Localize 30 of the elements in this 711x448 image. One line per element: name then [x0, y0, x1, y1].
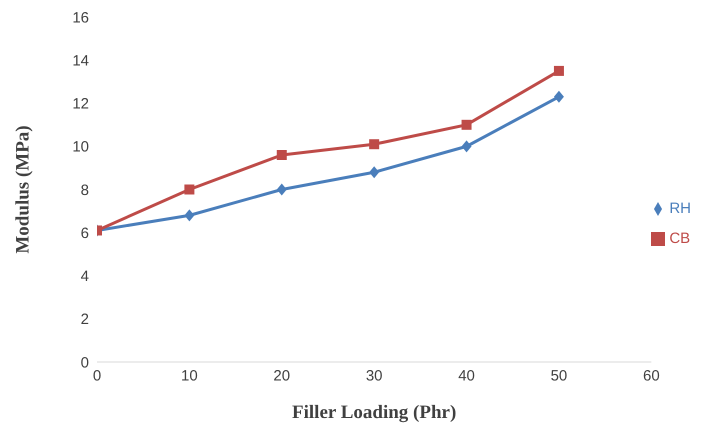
- y-tick-label: 0: [80, 354, 89, 372]
- y-tick-label: 8: [80, 182, 89, 199]
- point: [276, 150, 287, 160]
- x-tick-label: 40: [458, 368, 475, 385]
- point: [369, 166, 380, 178]
- point: [462, 120, 472, 130]
- point: [184, 184, 194, 194]
- point: [554, 90, 564, 103]
- y-tick-label: 2: [80, 311, 89, 328]
- x-tick-label: 10: [181, 368, 198, 385]
- y-tick-label: 4: [80, 268, 89, 286]
- point: [462, 140, 472, 152]
- x-tick-label: 0: [92, 368, 102, 385]
- point: [184, 209, 194, 222]
- x-tick-label: 50: [550, 368, 568, 385]
- x-tick-label: 20: [273, 368, 290, 385]
- y-tick-label: 16: [72, 9, 89, 26]
- y-tick-label: 12: [72, 96, 89, 113]
- point: [276, 184, 287, 196]
- y-tick-label: 10: [72, 138, 89, 156]
- x-axis-title: Filler Loading (Phr): [292, 402, 456, 423]
- point: [554, 66, 564, 76]
- x-tick-label: 60: [642, 368, 660, 385]
- x-tick-label: 30: [366, 368, 383, 385]
- point: [369, 139, 380, 150]
- legend-label: CB: [669, 230, 690, 247]
- y-tick-label: 14: [72, 52, 89, 70]
- y-axis-title: Modulus (MPa): [12, 125, 34, 254]
- y-tick-label: 6: [80, 224, 89, 242]
- legend-label: RH: [669, 200, 691, 217]
